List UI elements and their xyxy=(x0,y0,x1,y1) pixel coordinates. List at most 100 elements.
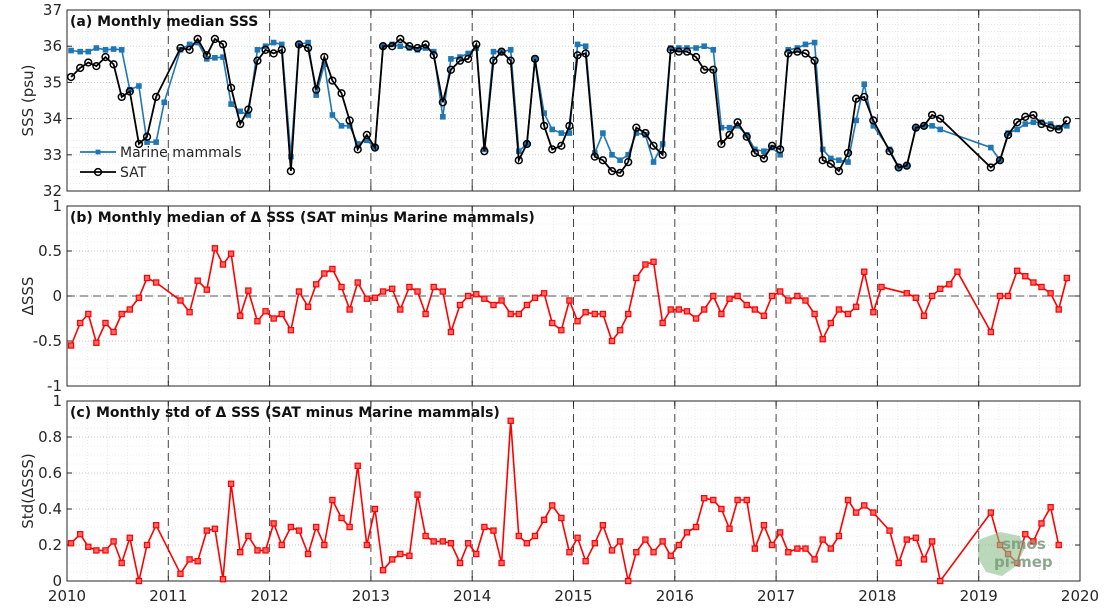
data-point xyxy=(1063,274,1071,282)
data-point xyxy=(506,56,515,65)
data-point xyxy=(650,258,657,266)
data-point xyxy=(691,52,701,62)
data-point xyxy=(294,40,304,49)
data-point xyxy=(388,556,396,563)
data-point xyxy=(725,130,734,140)
data-point xyxy=(734,292,741,300)
data-point xyxy=(126,306,134,313)
data-point xyxy=(574,534,581,542)
data-point xyxy=(818,156,827,165)
data-point xyxy=(844,310,852,318)
data-point xyxy=(801,49,810,58)
data-point xyxy=(582,557,589,565)
data-point xyxy=(768,541,776,549)
data-point xyxy=(93,547,100,554)
data-point xyxy=(700,65,709,74)
data-point xyxy=(1022,121,1029,127)
panel-a: 32 33 34 35 36 37 SSS (psu) (a) Monthly median … xyxy=(19,1,1081,200)
watermark-map-icon xyxy=(978,532,1024,576)
data-point xyxy=(750,148,759,158)
data-point xyxy=(245,532,252,540)
data-point xyxy=(733,118,742,127)
data-point xyxy=(1062,116,1071,125)
x-tick-label: 2016 xyxy=(656,587,694,605)
y-tick-label: 0.8 xyxy=(38,428,62,446)
data-point xyxy=(776,145,785,154)
y-tick-label: 32 xyxy=(43,182,62,200)
data-point xyxy=(692,523,700,531)
data-point xyxy=(153,139,159,145)
data-point xyxy=(77,48,83,55)
data-point xyxy=(329,496,336,504)
data-point xyxy=(76,63,85,73)
data-point xyxy=(558,514,565,522)
data-point xyxy=(709,65,718,74)
data-point xyxy=(135,577,143,585)
data-point xyxy=(608,547,616,554)
data-point xyxy=(819,336,826,343)
data-point xyxy=(608,337,616,345)
data-point xyxy=(920,556,928,563)
watermark-text-line2: pi-mep xyxy=(994,553,1053,571)
data-point xyxy=(658,150,667,159)
data-point xyxy=(851,94,861,103)
data-point xyxy=(406,552,413,560)
data-point xyxy=(920,312,928,320)
data-point xyxy=(515,310,522,318)
data-point xyxy=(67,539,75,547)
data-point xyxy=(228,101,234,107)
data-point xyxy=(237,312,244,320)
data-point xyxy=(633,274,640,282)
data-point xyxy=(767,141,777,150)
data-point xyxy=(135,294,143,302)
data-point xyxy=(776,288,784,295)
x-tick-label: 2017 xyxy=(757,587,795,605)
y-tick-label: 36 xyxy=(43,37,62,55)
data-point xyxy=(237,108,244,115)
data-point xyxy=(101,52,110,62)
data-point xyxy=(726,124,733,131)
data-point xyxy=(531,532,539,540)
panel-c: 0 0.2 0.4 0.6 0.8 1 2010 2011 2012 2013 2014 2015 20… xyxy=(19,392,1099,605)
data-point xyxy=(598,156,608,165)
data-point xyxy=(185,45,194,54)
x-tick-label: 2019 xyxy=(960,587,998,605)
data-point xyxy=(480,147,489,156)
data-point xyxy=(473,291,480,298)
data-point xyxy=(683,529,691,536)
data-point xyxy=(1030,119,1037,126)
data-point xyxy=(447,539,455,547)
panel-title: (c) Monthly std of Δ SSS (SAT minus Mari… xyxy=(70,405,500,421)
data-point xyxy=(666,45,675,54)
data-point xyxy=(751,545,759,552)
data-point xyxy=(794,292,801,300)
data-point xyxy=(701,43,707,49)
data-point xyxy=(244,105,253,114)
data-point xyxy=(625,577,632,585)
data-point xyxy=(304,550,312,558)
data-point xyxy=(987,509,995,516)
y-tick-label: 0 xyxy=(52,572,62,590)
data-point xyxy=(1047,504,1054,511)
data-point xyxy=(912,534,920,542)
data-point xyxy=(507,417,514,425)
data-point xyxy=(371,294,379,302)
data-point xyxy=(498,559,505,567)
data-point xyxy=(599,310,607,318)
data-point xyxy=(269,49,278,58)
data-point xyxy=(710,292,717,300)
series-delta-sss xyxy=(67,417,1062,585)
data-point xyxy=(751,306,759,313)
data-point xyxy=(422,532,429,540)
data-point xyxy=(370,143,380,152)
data-point xyxy=(76,530,84,538)
data-point xyxy=(270,315,277,322)
data-point xyxy=(287,327,295,334)
data-point xyxy=(902,161,911,170)
data-point xyxy=(219,261,227,268)
data-point xyxy=(734,496,741,504)
series-delta-sss xyxy=(67,245,1071,349)
x-tick-label: 2012 xyxy=(251,587,289,605)
data-point xyxy=(102,47,109,53)
data-point xyxy=(421,40,430,49)
